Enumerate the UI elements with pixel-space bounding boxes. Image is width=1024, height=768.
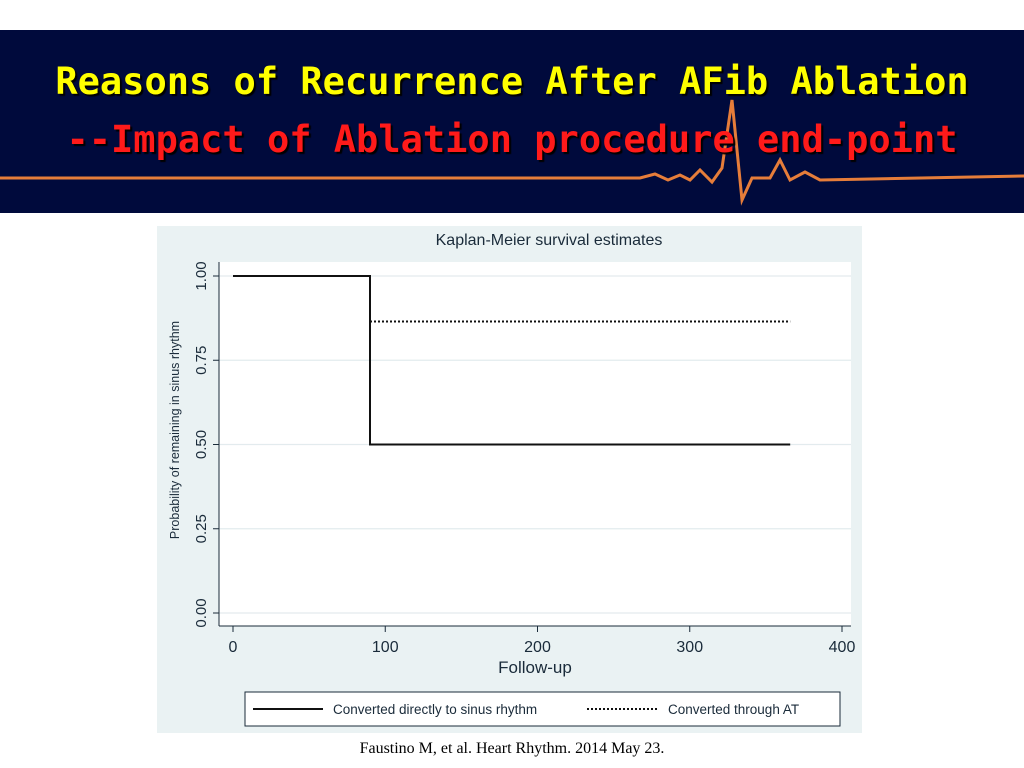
y-tick-label: 0.25	[193, 514, 210, 543]
title-banner: Reasons of Recurrence After AFib Ablatio…	[0, 30, 1024, 213]
citation: Faustino M, et al. Heart Rhythm. 2014 Ma…	[359, 740, 665, 757]
chart-panel: Kaplan-Meier survival estimates 0.00 0.25…	[157, 226, 862, 733]
x-tick-label: 400	[829, 639, 856, 656]
y-tick-label: 0.50	[193, 430, 210, 459]
series-layer	[233, 275, 791, 446]
x-tick-label: 100	[372, 639, 399, 656]
slide-subtitle: --Impact of Ablation procedure end-point	[66, 118, 958, 161]
y-tick-label: 1.00	[193, 261, 210, 290]
x-tick-label: 200	[524, 639, 551, 656]
legend-label-direct-sinus: Converted directly to sinus rhythm	[333, 702, 537, 717]
legend-label-through-at: Converted through AT	[668, 702, 799, 717]
slide-title: Reasons of Recurrence After AFib Ablatio…	[55, 60, 969, 103]
y-tick-label: 0.75	[193, 346, 210, 375]
y-axis-label: Probability of remaining in sinus rhythm	[168, 321, 182, 539]
x-tick-label: 0	[229, 639, 238, 656]
ecg-trace-decoration	[0, 99, 1024, 206]
y-tick-label: 0.00	[193, 598, 210, 627]
series-line-direct-sinus	[233, 275, 791, 446]
chart-title: Kaplan-Meier survival estimates	[436, 232, 663, 249]
legend: Converted directly to sinus rhythm Conver…	[244, 691, 841, 727]
axes-layer: 0.00 0.25 0.50 0.75 1.00 0 100 200 300 400	[193, 261, 855, 656]
x-tick-label: 300	[676, 639, 703, 656]
km-chart: Kaplan-Meier survival estimates 0.00 0.25…	[168, 232, 855, 727]
x-axis-label: Follow-up	[498, 658, 572, 677]
